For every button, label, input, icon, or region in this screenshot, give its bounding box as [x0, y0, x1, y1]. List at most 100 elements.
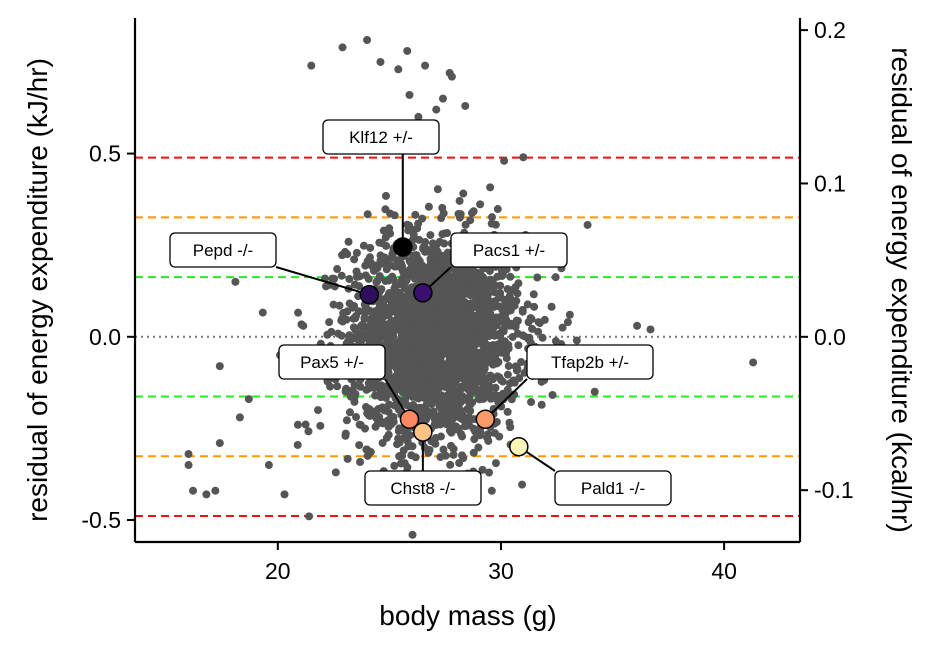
data-point: [398, 385, 407, 394]
data-point: [446, 460, 455, 469]
data-point: [380, 406, 389, 415]
data-point: [231, 277, 240, 286]
x-tick-label: 20: [265, 558, 291, 584]
data-point: [558, 323, 567, 332]
data-point: [333, 382, 342, 391]
data-point: [426, 231, 435, 240]
data-point: [528, 324, 537, 333]
data-point: [371, 391, 380, 400]
data-point: [475, 269, 484, 278]
data-point: [379, 296, 388, 305]
data-point: [402, 366, 411, 375]
data-point: [435, 237, 444, 246]
annotation-box: [278, 344, 386, 380]
data-point: [333, 265, 342, 274]
data-point: [470, 298, 479, 307]
annotation-box: [322, 119, 440, 155]
data-point: [452, 278, 461, 287]
data-point: [403, 437, 412, 446]
data-point: [443, 229, 452, 238]
data-point: [358, 320, 367, 329]
data-point: [326, 382, 335, 391]
data-point: [392, 300, 401, 309]
data-point: [404, 286, 413, 295]
data-point: [307, 61, 316, 70]
data-point: [470, 435, 479, 444]
data-point: [244, 395, 253, 404]
data-point: [427, 392, 436, 401]
annotation-label: Pacs1 +/-: [473, 241, 545, 260]
data-point: [503, 370, 512, 379]
data-point: [417, 375, 426, 384]
data-point: [439, 445, 448, 454]
data-point: [395, 452, 404, 461]
data-point: [391, 356, 400, 365]
data-point: [442, 256, 451, 265]
data-point: [402, 275, 411, 284]
data-point: [484, 341, 493, 350]
data-point: [472, 377, 481, 386]
highlighted-point: [359, 284, 380, 305]
data-point: [491, 459, 500, 468]
data-point: [495, 432, 504, 441]
y-axis-title-right: residual of energy expenditure (kcal/hr): [886, 47, 917, 533]
data-point: [486, 183, 495, 192]
data-point: [497, 271, 506, 280]
data-point: [330, 274, 339, 283]
data-point: [415, 303, 424, 312]
data-point: [514, 279, 523, 288]
data-point: [431, 416, 440, 425]
data-point: [421, 61, 430, 70]
data-point: [435, 354, 444, 363]
data-point: [408, 310, 417, 319]
data-point: [590, 387, 599, 396]
data-point: [490, 302, 499, 311]
highlighted-point: [393, 237, 413, 257]
data-point: [449, 376, 458, 385]
data-point: [474, 443, 483, 452]
data-point: [400, 426, 409, 435]
data-point: [293, 420, 302, 429]
annotation-label: Klf12 +/-: [349, 128, 413, 147]
data-point: [343, 454, 352, 463]
data-point: [408, 296, 417, 305]
data-point: [331, 468, 340, 477]
data-point: [510, 301, 519, 310]
data-point: [352, 413, 361, 422]
data-point: [496, 331, 505, 340]
y-tick-label-left: 0.5: [89, 141, 121, 167]
data-point: [364, 274, 373, 283]
data-point: [499, 395, 508, 404]
data-point: [376, 57, 385, 66]
data-point: [437, 311, 446, 320]
data-point: [429, 407, 438, 416]
data-point: [418, 261, 427, 270]
data-point: [551, 337, 560, 346]
data-point: [491, 383, 500, 392]
data-point: [475, 387, 484, 396]
data-point: [502, 349, 511, 358]
data-point: [464, 420, 473, 429]
data-point: [411, 210, 420, 219]
data-point: [480, 276, 489, 285]
y-axis-title-left: residual of energy expenditure (kJ/hr): [22, 58, 53, 522]
data-point: [350, 255, 359, 264]
data-point: [437, 410, 446, 419]
data-point: [476, 428, 485, 437]
data-point: [513, 329, 522, 338]
data-point: [511, 320, 520, 329]
data-point: [432, 105, 441, 114]
highlighted-point: [475, 409, 496, 429]
data-point: [471, 311, 480, 320]
data-point: [492, 320, 501, 329]
data-point: [431, 433, 440, 442]
data-point: [421, 246, 430, 255]
data-point: [527, 398, 536, 407]
data-point: [469, 207, 478, 216]
data-point: [397, 313, 406, 322]
annotation-label: Tfap2b +/-: [551, 353, 629, 372]
data-point: [523, 300, 532, 309]
data-point: [338, 314, 347, 323]
data-point: [415, 235, 424, 244]
data-point: [538, 333, 547, 342]
